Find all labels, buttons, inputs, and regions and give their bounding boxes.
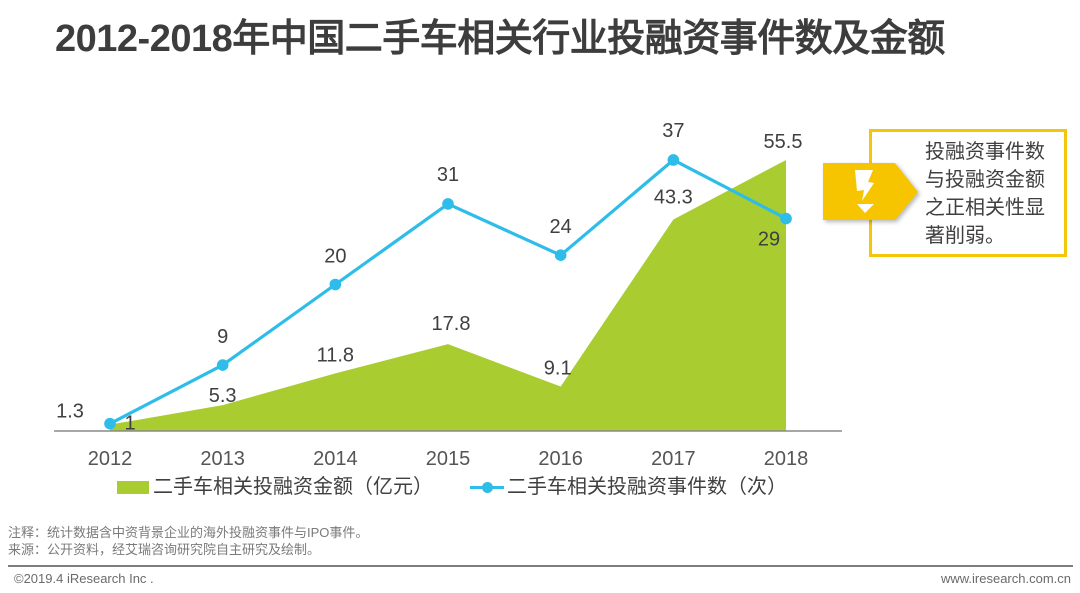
count-data-label: 37 bbox=[662, 120, 684, 142]
count-point bbox=[554, 249, 567, 261]
x-tick-label: 2013 bbox=[200, 448, 245, 470]
count-data-label: 31 bbox=[437, 164, 459, 186]
source-note: 来源：公开资料，经艾瑞咨询研究院自主研究及绘制。 bbox=[8, 542, 321, 557]
legend-label-amount: 二手车相关投融资金额（亿元） bbox=[153, 476, 433, 498]
amount-data-label: 55.5 bbox=[764, 131, 803, 153]
callout-tab bbox=[823, 163, 918, 220]
x-tick-label: 2018 bbox=[764, 448, 809, 470]
lightning-icon bbox=[855, 170, 874, 213]
amount-data-label: 17.8 bbox=[432, 313, 471, 335]
count-data-label: 9 bbox=[217, 326, 228, 348]
count-point bbox=[442, 198, 454, 210]
legend-item-count: 二手车相关投融资事件数（次） bbox=[470, 475, 787, 499]
amount-data-label: 9.1 bbox=[544, 358, 572, 380]
website-link: www.iresearch.com.cn bbox=[940, 571, 1071, 586]
copyright: ©2019.4 iResearch Inc . bbox=[14, 571, 154, 586]
callout-line: 投融资事件数 bbox=[925, 141, 1045, 163]
x-tick-label: 2017 bbox=[651, 448, 696, 470]
legend-label-count: 二手车相关投融资事件数（次） bbox=[507, 476, 787, 498]
amount-point bbox=[671, 218, 675, 222]
x-tick-label: 2016 bbox=[538, 448, 583, 470]
count-point bbox=[216, 359, 229, 371]
callout-arrow-tab bbox=[823, 163, 918, 220]
amount-point bbox=[559, 385, 563, 389]
count-data-label: 24 bbox=[550, 216, 572, 238]
legend-swatch-line bbox=[470, 481, 504, 494]
count-point bbox=[667, 154, 680, 166]
footer-divider bbox=[8, 565, 1073, 567]
count-point bbox=[780, 212, 792, 225]
count-point bbox=[104, 417, 116, 430]
data-labels: 1.3 5.3 11.8 17.8 9.1 43.3 55.5 1 9 20 31 24 37 29 bbox=[56, 120, 802, 435]
x-tick-label: 2014 bbox=[313, 448, 358, 470]
count-data-label: 29 bbox=[758, 229, 780, 251]
count-point bbox=[329, 278, 342, 291]
amount-point bbox=[333, 371, 337, 375]
amount-point bbox=[446, 342, 450, 346]
legend-item-amount: 二手车相关投融资金额（亿元） bbox=[117, 475, 433, 499]
amount-data-label: 11.8 bbox=[317, 344, 354, 366]
callout-line: 著削弱。 bbox=[925, 225, 1005, 247]
callout-text: 投融资事件数 与投融资金额 之正相关性显 著削弱。 bbox=[925, 138, 1045, 250]
amount-point bbox=[784, 158, 788, 162]
amount-data-label: 1.3 bbox=[56, 401, 84, 423]
amount-series bbox=[110, 158, 788, 431]
page-title: 2012-2018年中国二手车相关行业投融资事件数及金额 bbox=[55, 18, 945, 60]
legend-marker-dot bbox=[482, 481, 493, 493]
x-tick-label: 2015 bbox=[426, 448, 471, 470]
amount-area bbox=[110, 159, 787, 431]
callout-line: 之正相关性显 bbox=[925, 197, 1045, 219]
amount-data-label: 5.3 bbox=[209, 385, 237, 407]
legend-swatch-area bbox=[117, 480, 149, 494]
callout-line: 与投融资金额 bbox=[925, 169, 1045, 191]
count-data-label: 20 bbox=[324, 246, 346, 268]
footnote: 注释：统计数据含中资背景企业的海外投融资事件与IPO事件。 bbox=[8, 525, 369, 540]
x-axis-tick-labels: 2012 2013 2014 2015 2016 2017 2018 bbox=[88, 448, 809, 470]
count-series bbox=[104, 154, 792, 430]
count-data-label: 1 bbox=[124, 413, 135, 435]
amount-data-label: 43.3 bbox=[654, 187, 693, 209]
x-tick-label: 2012 bbox=[88, 448, 133, 470]
